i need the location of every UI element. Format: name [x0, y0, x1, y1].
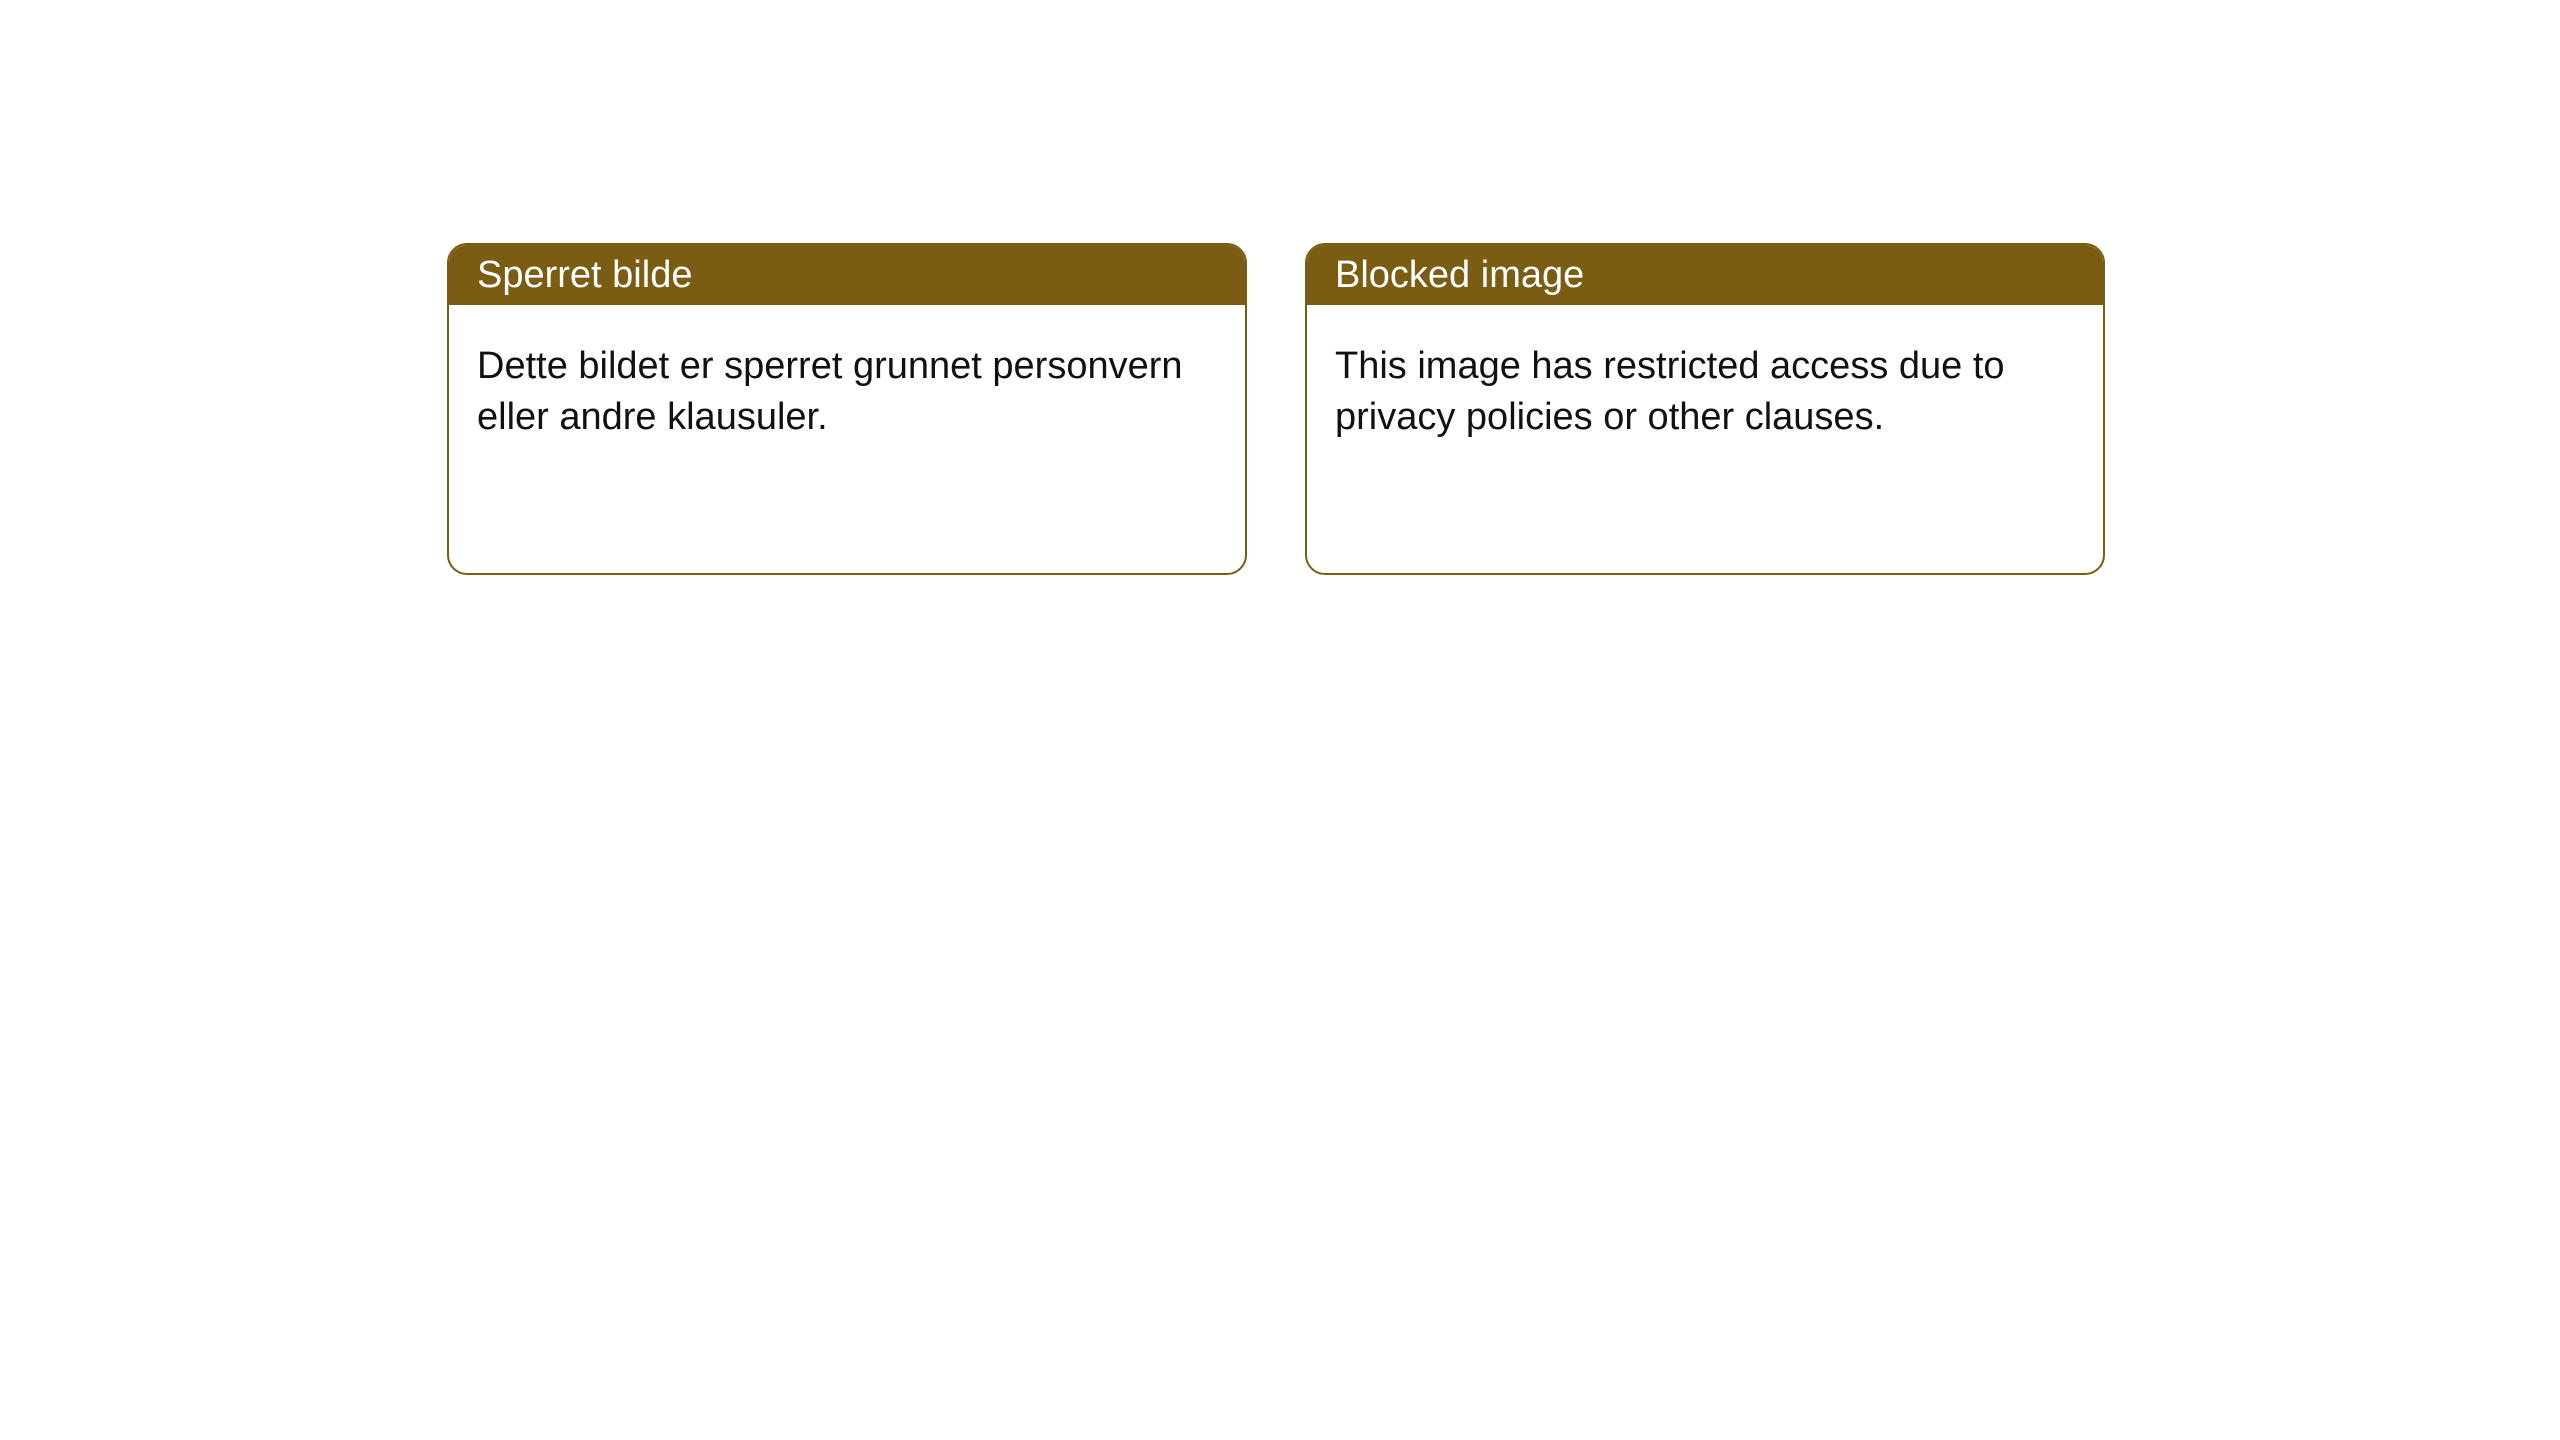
notice-card-body: Dette bildet er sperret grunnet personve…: [449, 305, 1245, 480]
notice-card-title: Sperret bilde: [449, 245, 1245, 305]
notice-card-norwegian: Sperret bilde Dette bildet er sperret gr…: [447, 243, 1247, 575]
notice-card-body: This image has restricted access due to …: [1307, 305, 2103, 480]
notice-container: Sperret bilde Dette bildet er sperret gr…: [0, 0, 2560, 575]
notice-card-english: Blocked image This image has restricted …: [1305, 243, 2105, 575]
notice-card-title: Blocked image: [1307, 245, 2103, 305]
